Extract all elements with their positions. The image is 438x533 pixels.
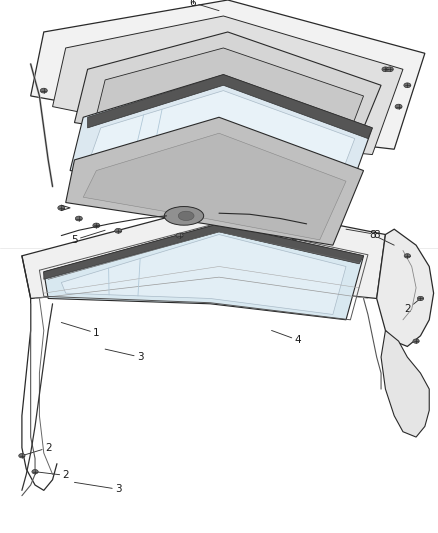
- Ellipse shape: [404, 254, 410, 258]
- Text: 6: 6: [128, 131, 158, 144]
- Text: 5: 5: [71, 230, 105, 245]
- Polygon shape: [83, 133, 346, 240]
- Ellipse shape: [386, 67, 393, 72]
- Ellipse shape: [178, 211, 194, 221]
- Ellipse shape: [58, 205, 65, 211]
- Text: 3: 3: [74, 482, 122, 494]
- Polygon shape: [53, 16, 403, 155]
- Text: 4: 4: [272, 330, 301, 345]
- Polygon shape: [61, 235, 346, 314]
- Ellipse shape: [164, 207, 204, 225]
- Ellipse shape: [115, 229, 122, 233]
- Ellipse shape: [40, 88, 47, 93]
- Text: 2: 2: [35, 471, 69, 480]
- Polygon shape: [381, 330, 429, 437]
- Text: 6: 6: [189, 0, 219, 11]
- Polygon shape: [74, 32, 381, 160]
- Text: 1: 1: [61, 322, 100, 338]
- Polygon shape: [22, 203, 385, 298]
- Ellipse shape: [382, 67, 389, 72]
- Polygon shape: [66, 117, 364, 245]
- Ellipse shape: [93, 223, 100, 228]
- Text: 7: 7: [263, 235, 297, 249]
- Ellipse shape: [404, 83, 411, 88]
- Text: 3: 3: [105, 349, 144, 362]
- Text: 2: 2: [404, 298, 420, 314]
- Ellipse shape: [32, 470, 38, 474]
- Polygon shape: [88, 91, 355, 208]
- Text: 8: 8: [369, 230, 394, 245]
- Ellipse shape: [19, 454, 25, 458]
- Ellipse shape: [413, 339, 419, 343]
- Polygon shape: [70, 75, 372, 213]
- Polygon shape: [88, 75, 372, 139]
- Polygon shape: [44, 224, 364, 320]
- Polygon shape: [44, 224, 364, 279]
- Ellipse shape: [75, 216, 82, 221]
- Ellipse shape: [395, 104, 402, 109]
- Ellipse shape: [417, 296, 424, 301]
- Text: 8: 8: [346, 229, 380, 239]
- Polygon shape: [92, 48, 364, 165]
- Polygon shape: [31, 0, 425, 149]
- Ellipse shape: [176, 233, 183, 238]
- Text: 2: 2: [22, 443, 52, 456]
- Polygon shape: [377, 229, 434, 346]
